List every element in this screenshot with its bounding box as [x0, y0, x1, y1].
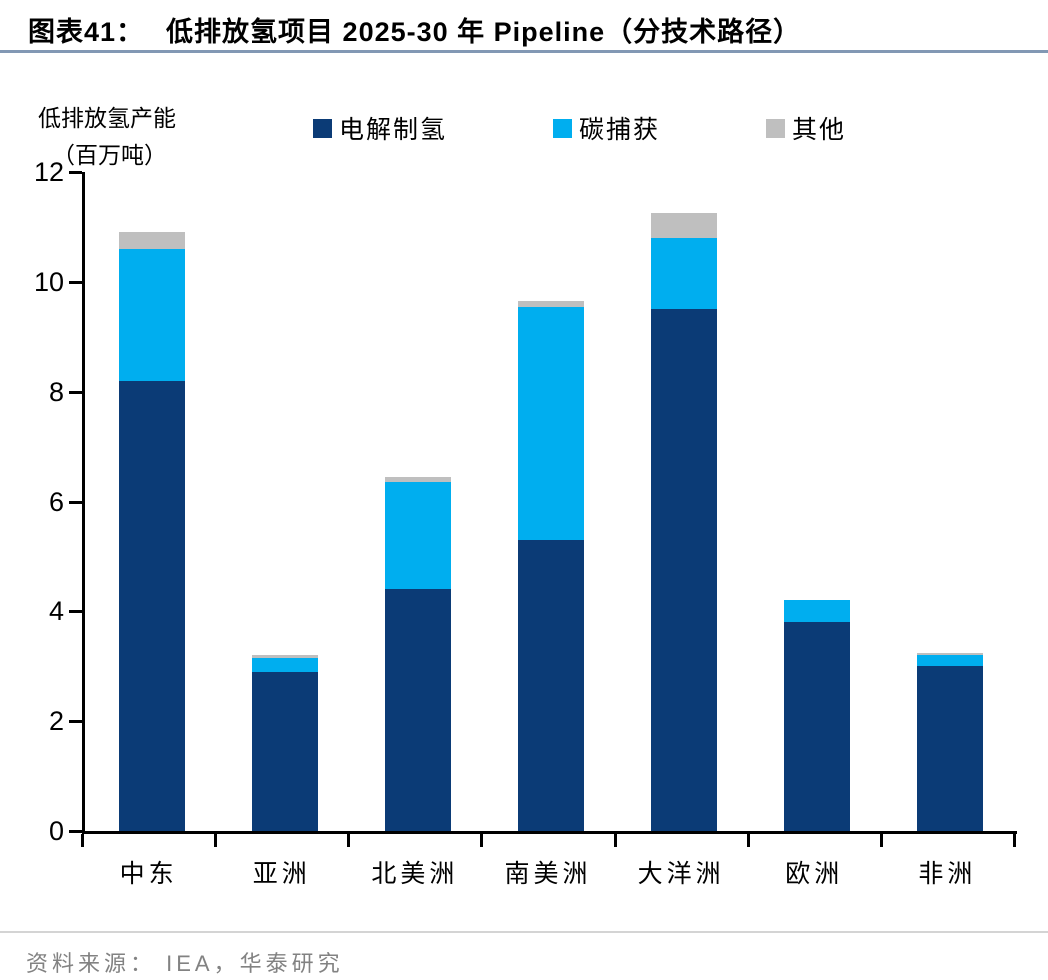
- bar-segment: [518, 306, 584, 540]
- x-axis-tick-mark: [81, 834, 84, 847]
- bar-segment: [118, 232, 185, 249]
- x-axis-tick-mark: [214, 834, 218, 847]
- bar-segment: [518, 301, 584, 307]
- x-axis-category-label: 欧洲: [785, 860, 844, 888]
- bar-segment: [784, 600, 851, 623]
- x-axis-category-label: 中东: [119, 860, 178, 888]
- y-axis-unit-line2: （百万吨）: [52, 142, 167, 168]
- x-axis-tick-mark: [1013, 834, 1016, 847]
- y-axis-tick-label: 8: [48, 376, 64, 407]
- bar-segment: [651, 237, 718, 310]
- y-axis-tick-mark: [69, 280, 82, 284]
- y-axis-tick-label: 6: [48, 486, 64, 517]
- x-axis-tick-mark: [347, 834, 351, 847]
- legend-item-other: 其他: [766, 110, 846, 146]
- source-label: 资料来源：: [26, 951, 157, 976]
- y-axis-tick-mark: [69, 720, 82, 724]
- x-axis-category-label: 北美洲: [371, 860, 459, 888]
- x-axis-category-label: 非洲: [918, 860, 977, 888]
- bar-segment: [251, 658, 318, 672]
- y-axis-tick-mark: [69, 610, 82, 614]
- x-axis-tick-mark: [480, 834, 484, 847]
- y-axis-tick-label: 0: [48, 816, 64, 846]
- bar-segment: [651, 309, 718, 831]
- x-axis-tick-mark: [879, 834, 883, 847]
- legend-label-carbon-capture: 碳捕获: [579, 116, 661, 144]
- y-axis-tick-mark: [69, 171, 82, 174]
- bar-segment: [917, 666, 984, 831]
- bar-segment: [917, 652, 984, 656]
- y-axis-unit-label: 低排放氢产能 （百万吨）: [38, 100, 176, 174]
- bar-segment: [251, 671, 318, 831]
- bar-segment: [384, 589, 451, 831]
- legend-label-other: 其他: [792, 116, 847, 144]
- bar-segment: [118, 248, 185, 381]
- bar-segment: [384, 476, 451, 483]
- figure-title: 图表41： 低排放氢项目 2025-30 年 Pipeline（分技术路径）: [28, 10, 1028, 49]
- y-axis-tick-label: 2: [48, 706, 64, 737]
- bar-segment: [251, 655, 318, 659]
- y-axis-tick-mark: [69, 830, 82, 833]
- legend-swatch-electrolysis: [313, 118, 332, 138]
- chart-legend: 电解制氢 碳捕获 其他: [313, 110, 846, 146]
- source-text: IEA，华泰研究: [166, 951, 344, 976]
- bar-segment: [384, 482, 451, 590]
- y-axis-tick-mark: [69, 390, 82, 394]
- title-divider-rule: [0, 50, 1048, 53]
- legend-item-electrolysis: 电解制氢: [313, 110, 447, 146]
- x-axis-category-label: 大洋洲: [637, 860, 725, 888]
- y-axis-tick-label: 12: [33, 157, 64, 187]
- x-axis-tick-mark: [746, 834, 750, 847]
- x-axis-tick-mark: [613, 834, 617, 847]
- plot-area: [82, 172, 1017, 834]
- legend-label-electrolysis: 电解制氢: [339, 116, 448, 144]
- legend-swatch-other: [766, 118, 786, 138]
- figure-number: 图表41：: [28, 17, 145, 47]
- legend-item-carbon-capture: 碳捕获: [553, 110, 660, 146]
- y-axis-tick-mark: [69, 500, 82, 504]
- bar-segment: [784, 622, 851, 831]
- x-axis-category-label: 南美洲: [504, 860, 592, 888]
- bar-segment: [917, 655, 984, 667]
- source-footer: 资料来源： IEA，华泰研究: [0, 931, 1048, 980]
- legend-swatch-carbon-capture: [553, 118, 573, 138]
- y-axis-unit-line1: 低排放氢产能: [38, 105, 176, 131]
- bar-segment: [118, 380, 185, 831]
- bar-segment: [651, 213, 718, 238]
- y-axis-tick-label: 10: [33, 266, 64, 297]
- bar-segment: [518, 539, 584, 831]
- figure-title-text: 低排放氢项目 2025-30 年 Pipeline（分技术路径）: [166, 17, 802, 47]
- x-axis-category-label: 亚洲: [252, 860, 311, 888]
- y-axis-tick-label: 4: [48, 596, 64, 627]
